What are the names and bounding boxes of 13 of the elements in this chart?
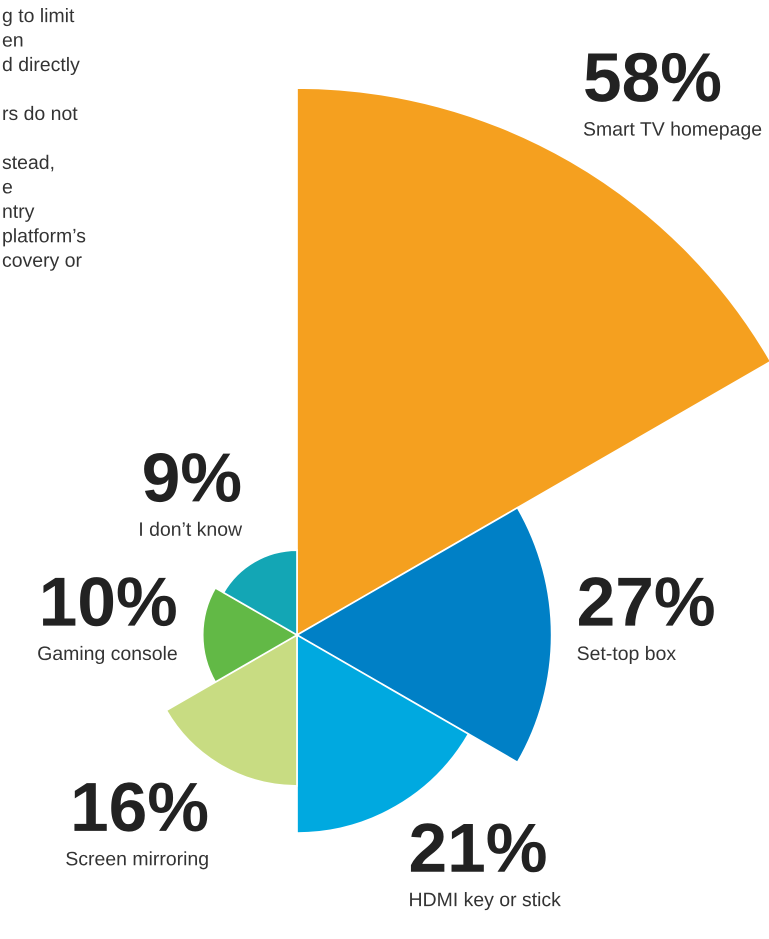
data-label: 27% (579, 577, 714, 626)
category-label: Smart TV homepage (584, 122, 762, 140)
category-label: Gaming console (38, 646, 177, 664)
data-label: 9% (144, 452, 240, 502)
data-label: 10% (43, 577, 176, 626)
category-label: Screen mirroring (66, 851, 208, 870)
category-label: Set-top box (578, 646, 676, 664)
text: g to limit en d directly rs do not stead, e ntry platform’s covery or (2, 8, 86, 271)
category-label: I don’t know (140, 522, 242, 536)
data-label: 58% (585, 52, 720, 102)
category-label: HDMI key or stick (410, 892, 561, 910)
data-label: 21% (410, 823, 546, 872)
data-label: 16% (74, 782, 208, 832)
